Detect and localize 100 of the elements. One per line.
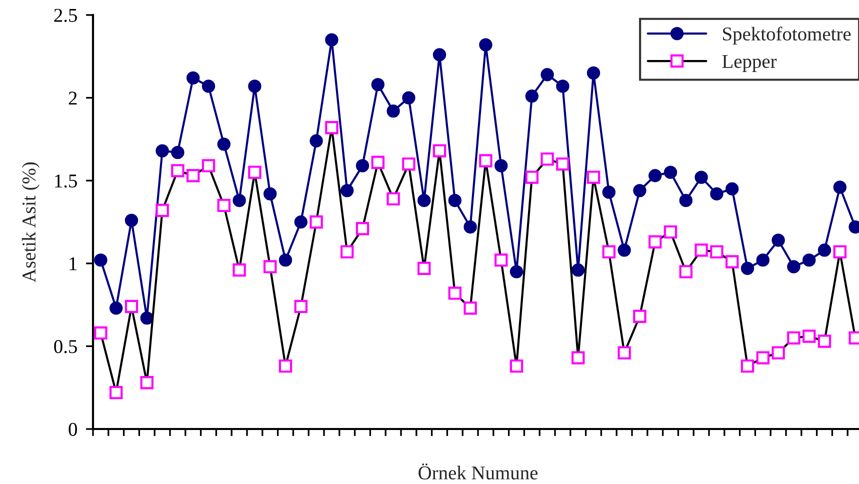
point — [371, 156, 384, 169]
point — [248, 80, 262, 93]
point — [156, 204, 169, 218]
y-tick-label: 0 — [68, 422, 77, 436]
point — [356, 159, 370, 172]
y-tick-label: 2 — [68, 92, 77, 105]
point — [110, 302, 123, 315]
point — [248, 166, 262, 179]
point — [278, 253, 292, 267]
point — [726, 182, 739, 196]
point — [386, 104, 400, 118]
point — [726, 255, 739, 268]
point — [618, 346, 631, 360]
point — [710, 245, 724, 258]
point — [171, 146, 184, 160]
point — [787, 331, 800, 345]
point — [386, 192, 400, 206]
point — [418, 262, 431, 275]
point — [633, 184, 646, 198]
point — [740, 359, 754, 373]
point — [294, 215, 308, 229]
point — [448, 286, 462, 300]
point — [325, 121, 338, 134]
point — [710, 187, 724, 200]
point — [602, 245, 616, 258]
point — [94, 253, 108, 267]
point — [572, 351, 585, 364]
point — [171, 164, 184, 178]
point — [278, 359, 292, 373]
point — [448, 194, 462, 208]
point — [818, 334, 832, 348]
point — [833, 245, 846, 258]
point — [479, 154, 492, 168]
point — [586, 66, 600, 80]
point — [232, 263, 246, 277]
point — [572, 263, 585, 277]
point — [418, 194, 431, 208]
point — [679, 194, 692, 208]
point — [556, 157, 570, 171]
point — [310, 134, 323, 148]
point — [186, 169, 200, 182]
y-axis-title: Asetik Asit (%) — [22, 162, 40, 282]
point — [432, 48, 446, 62]
point — [602, 186, 616, 199]
point — [217, 198, 230, 212]
point — [464, 302, 477, 315]
point — [664, 225, 678, 239]
point — [772, 346, 785, 360]
x-axis-title: Örnek Numune — [418, 464, 538, 480]
point — [510, 265, 524, 278]
y-tick-label: 1.5 — [55, 174, 77, 188]
point — [202, 80, 216, 93]
y-tick-label: 0.5 — [54, 340, 77, 354]
point — [124, 300, 138, 314]
point — [340, 245, 354, 258]
point — [140, 376, 154, 390]
point — [648, 169, 662, 182]
point — [586, 170, 600, 184]
point — [648, 235, 662, 248]
point — [402, 91, 416, 104]
point — [740, 262, 754, 275]
point — [802, 253, 816, 267]
legend-label: Lepper — [722, 55, 777, 72]
point — [679, 265, 692, 278]
point — [772, 234, 785, 247]
point — [633, 310, 646, 323]
point — [694, 244, 708, 257]
point — [232, 194, 246, 208]
point — [264, 187, 277, 200]
y-tick-label: 1 — [70, 257, 77, 270]
point — [694, 170, 708, 184]
point — [802, 330, 816, 343]
point — [94, 326, 108, 340]
point — [664, 166, 678, 179]
point — [756, 351, 770, 364]
point — [540, 152, 554, 166]
point — [787, 260, 800, 274]
point — [325, 33, 338, 46]
point — [186, 71, 200, 85]
point — [110, 386, 123, 400]
point — [402, 157, 416, 171]
point — [756, 253, 770, 267]
point — [310, 215, 323, 229]
point — [264, 260, 277, 274]
point — [494, 159, 508, 172]
point — [202, 159, 216, 172]
y-tick-label: 2.5 — [54, 8, 77, 22]
point — [833, 180, 846, 194]
point — [540, 68, 554, 82]
point — [356, 222, 370, 236]
point — [510, 359, 524, 373]
point — [556, 80, 570, 93]
point — [140, 311, 154, 325]
point — [156, 144, 169, 158]
point — [371, 78, 384, 92]
point — [124, 214, 138, 227]
point — [294, 300, 308, 314]
point — [217, 138, 230, 151]
point — [618, 244, 631, 257]
point — [818, 244, 832, 257]
